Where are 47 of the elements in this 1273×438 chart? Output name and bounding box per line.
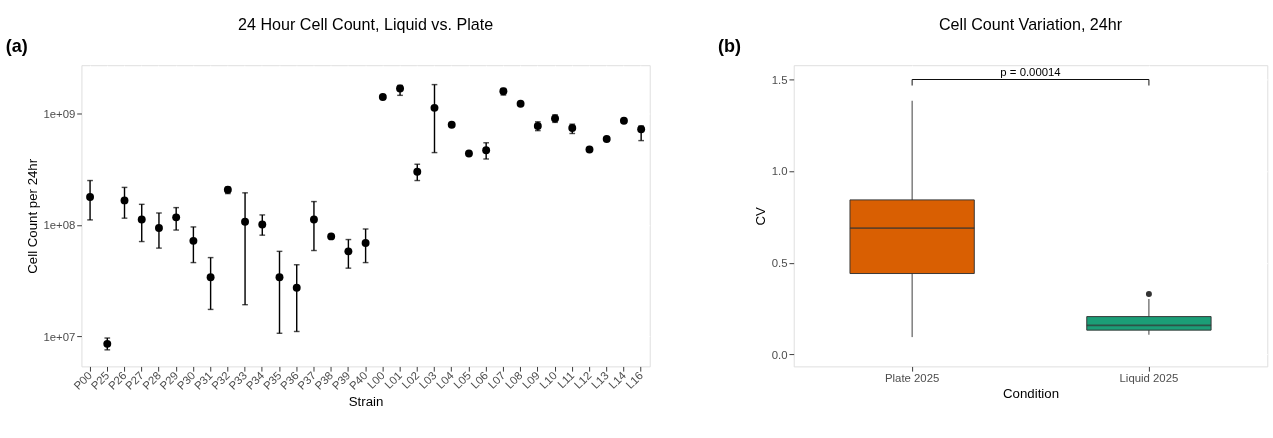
text: (a) [5,35,28,56]
x-tick-label: Plate 2025 [884,372,940,385]
y-tick-label: 1e+09 [43,107,76,120]
point [637,125,646,134]
y-tick-label: 1.0 [771,165,788,178]
point [206,273,215,282]
point [292,283,301,292]
point [120,196,129,205]
x-axis-title: Condition [1003,386,1059,402]
point [619,116,628,125]
y-tick-label: 1e+07 [43,330,76,343]
point [172,213,181,222]
point [275,273,284,282]
y-tick-label: 0.5 [771,256,788,269]
point [103,339,112,348]
point [309,215,318,224]
point [361,238,370,247]
point [86,193,95,201]
point [396,84,405,93]
point [482,146,491,155]
point [464,149,473,158]
y-tick-label: 0.0 [771,348,788,361]
chart-title: Cell Count Variation, 24hr [938,15,1123,34]
point [154,224,163,232]
y-axis-title: CV [753,206,769,226]
y-tick-label: 1.5 [771,73,788,86]
point [344,247,353,256]
chart-title: 24 Hour Cell Count, Liquid vs. Plate [238,15,494,34]
text: (b) [717,35,741,56]
point [447,120,456,129]
point [585,145,594,154]
point [378,93,387,101]
point [568,123,577,132]
point [413,167,422,176]
point [137,215,146,224]
point [258,220,267,229]
point [327,232,336,241]
x-axis-title: Strain [348,394,384,410]
point [189,236,198,245]
point [602,134,611,143]
y-axis-title: Cell Count per 24hr [24,158,40,274]
point [516,99,525,108]
annotation: p = 0.00014 [1000,65,1061,78]
point [430,103,439,112]
x-tick-label: Liquid 2025 [1119,372,1179,385]
point [241,217,250,226]
y-tick-label: 1e+08 [43,219,76,232]
